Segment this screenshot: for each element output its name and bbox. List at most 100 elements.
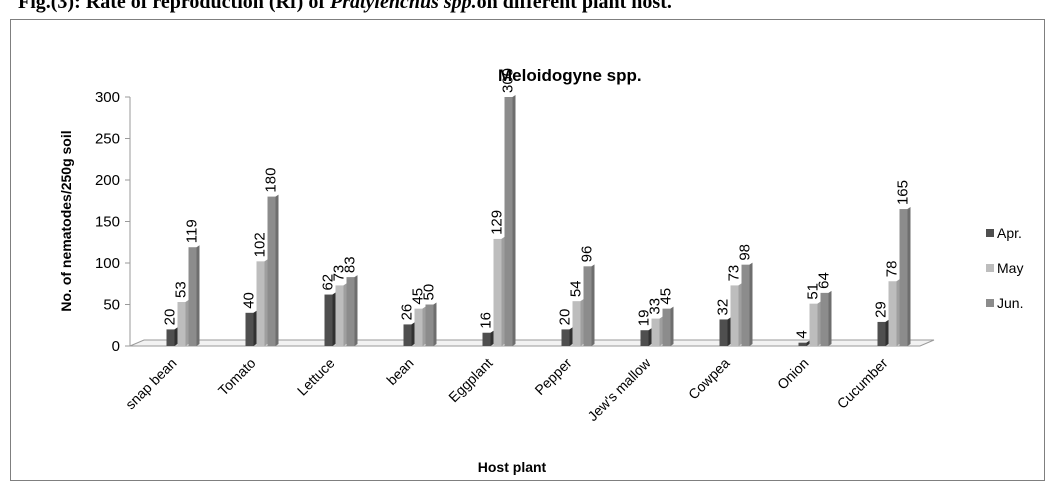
legend-label: Apr. (997, 225, 1022, 241)
bar-side (591, 264, 595, 346)
data-label: 51 (805, 283, 822, 300)
caption-italic: Pratylenchus spp. (329, 0, 477, 13)
bar-side (264, 259, 268, 346)
bar-side (490, 330, 494, 346)
data-label: 26 (399, 304, 416, 321)
bar-side (648, 328, 652, 346)
bar (888, 281, 897, 346)
data-label: 98 (737, 244, 754, 261)
bar-side (422, 306, 426, 346)
data-label: 78 (884, 261, 901, 278)
bar (177, 302, 186, 346)
data-label: 73 (726, 265, 743, 282)
bar-side (670, 306, 674, 346)
bar (899, 209, 908, 346)
data-label: 165 (895, 180, 912, 205)
bar (662, 308, 671, 346)
data-label: 119 (184, 219, 201, 243)
bar-side (512, 95, 516, 346)
x-tick-label: Cucumber (834, 355, 891, 412)
data-label: 45 (658, 288, 675, 305)
x-tick-label: snap bean (122, 355, 180, 413)
y-tick-label: 50 (103, 297, 120, 314)
bar-side (253, 310, 257, 346)
x-tick-label: Eggplant (445, 355, 495, 405)
bar-side (569, 327, 573, 346)
bar (798, 342, 807, 346)
y-tick-label: 250 (95, 131, 120, 148)
bar-side (580, 299, 584, 346)
data-label: 83 (342, 256, 359, 273)
y-tick-label: 200 (95, 172, 120, 189)
bar-side (174, 327, 178, 346)
bar (809, 303, 818, 346)
bar-side (806, 340, 810, 346)
bar-side (185, 300, 189, 346)
legend-label: May (997, 260, 1023, 276)
legend-label: Jun. (997, 295, 1023, 311)
data-label: 102 (252, 232, 269, 257)
legend: Apr. May Jun. (986, 225, 1023, 311)
bar (324, 294, 333, 346)
bar-side (885, 319, 889, 346)
bar (583, 266, 592, 346)
legend-swatch (986, 229, 994, 237)
data-label: 16 (478, 312, 495, 329)
data-label: 129 (489, 210, 506, 235)
data-label: 20 (557, 309, 574, 326)
bar (877, 321, 886, 346)
bar-side (433, 302, 437, 346)
data-label: 64 (816, 272, 833, 289)
data-label: 73 (331, 265, 348, 282)
x-tick-label: Lettuce (294, 355, 338, 399)
data-label: 180 (263, 168, 280, 193)
bar (730, 285, 739, 346)
bar-side (727, 317, 731, 346)
bar (335, 285, 344, 346)
bar (245, 312, 254, 346)
bar (482, 332, 491, 346)
data-label: 300 (500, 68, 517, 93)
bar (493, 238, 502, 346)
data-label: 96 (579, 246, 596, 263)
data-label: 40 (241, 292, 258, 309)
y-axis-title: No. of nematodes/250g soil (58, 130, 74, 311)
legend-swatch (986, 299, 994, 307)
y-tick-label: 0 (112, 338, 120, 355)
data-label: 33 (647, 298, 664, 315)
bar (820, 292, 829, 346)
chart-frame (10, 19, 1045, 481)
bar (188, 247, 197, 346)
bar-side (332, 292, 336, 346)
data-label: 45 (410, 288, 427, 305)
x-tick-label: Tomato (215, 355, 259, 399)
data-label: 4 (794, 330, 811, 338)
bar (414, 308, 423, 346)
bar (640, 330, 649, 346)
x-tick-label: Jew's mallow (584, 354, 654, 424)
x-tick-label: Cowpea (685, 355, 733, 403)
label-layer: 2053119401021806273832645501612930020549… (162, 68, 912, 339)
data-label: 62 (320, 274, 337, 291)
data-label: 53 (173, 281, 190, 298)
bar-side (501, 236, 505, 346)
bar (267, 196, 276, 346)
y-tick-label: 100 (95, 255, 120, 272)
x-tick-label: Onion (774, 355, 812, 393)
bar-side (907, 207, 911, 346)
bar-side (738, 283, 742, 346)
data-label: 20 (162, 309, 179, 326)
bar (572, 301, 581, 346)
bar (166, 329, 175, 346)
bar-side (411, 322, 415, 346)
bar (719, 319, 728, 346)
data-label: 50 (421, 284, 438, 301)
bar-side (817, 301, 821, 346)
bar (651, 318, 660, 346)
legend-swatch (986, 264, 994, 272)
bar-side (659, 316, 663, 346)
bar (561, 329, 570, 346)
data-label: 19 (636, 310, 653, 327)
bar-side (749, 262, 753, 346)
